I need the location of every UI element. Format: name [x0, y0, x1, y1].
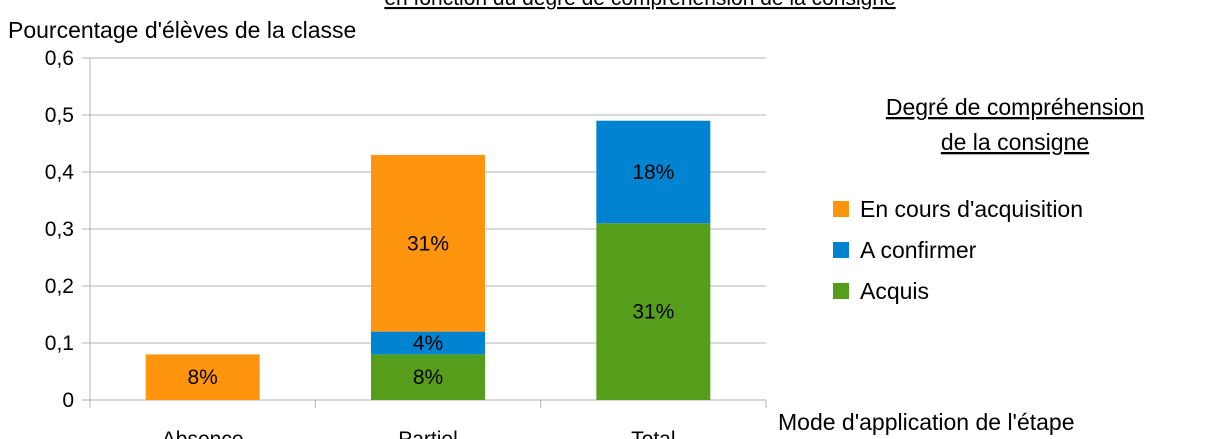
y-tick-label: 0,3 — [45, 218, 74, 241]
bar-segment — [371, 154, 485, 332]
y-tick-label: 0,4 — [45, 161, 75, 184]
bar-segment — [596, 223, 711, 400]
y-tick-label: 0 — [62, 389, 74, 412]
bar-segment — [371, 354, 485, 400]
y-tick-label: 0,6 — [45, 47, 74, 70]
bar-segment — [145, 354, 260, 400]
bar-segment — [596, 120, 711, 224]
data-label: 8% — [187, 366, 217, 389]
x-tick-label: Partiel — [398, 428, 458, 439]
legend-swatch — [833, 242, 849, 258]
x-tick-label: Total — [631, 428, 675, 439]
y-axis-label: Pourcentage d'élèves de la classe — [8, 17, 356, 43]
data-label: 18% — [632, 161, 674, 184]
legend-title: de la consigne — [941, 129, 1089, 155]
legend-label: En cours d'acquisition — [860, 196, 1083, 222]
legend-label: A confirmer — [860, 237, 977, 263]
legend-swatch — [833, 283, 849, 299]
x-axis-label: Mode d'application de l'étape — [778, 409, 1075, 435]
y-tick-label: 0,2 — [45, 275, 74, 298]
legend-label: Acquis — [860, 278, 929, 304]
data-label: 4% — [413, 332, 443, 355]
y-tick-label: 0,1 — [45, 332, 74, 355]
legend-title: Degré de compréhension — [886, 94, 1144, 120]
data-label: 31% — [407, 232, 449, 255]
bar-segment — [371, 331, 485, 355]
data-label: 8% — [413, 366, 443, 389]
x-tick-label: Absence — [162, 428, 244, 439]
y-tick-label: 0,5 — [45, 104, 74, 127]
legend-swatch — [833, 201, 849, 217]
chart-title: en fonction du degré de compréhension de… — [384, 0, 895, 10]
data-label: 31% — [632, 301, 674, 324]
